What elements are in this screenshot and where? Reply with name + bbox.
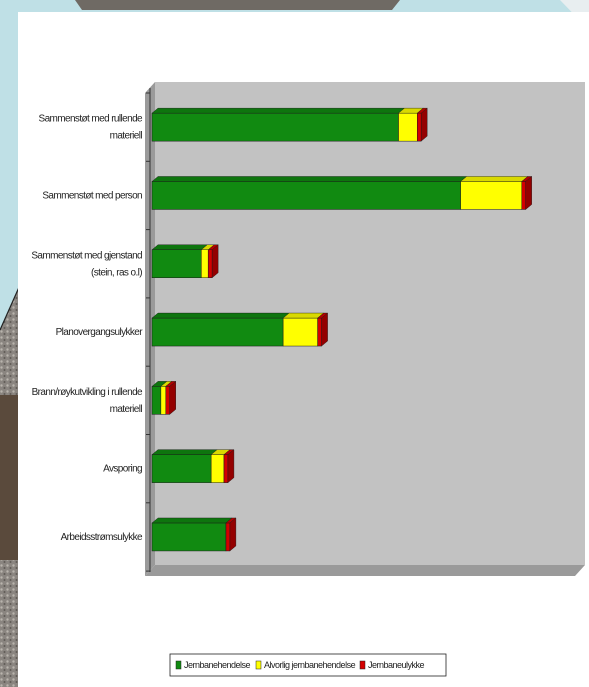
category-label: Sammenstøt med gjenstand (stein, ras o.l)	[31, 250, 142, 278]
bar-segment	[151, 107, 406, 142]
bar-end-face	[420, 107, 428, 142]
legend-swatch	[359, 660, 366, 670]
legend-item: Jernbanehendelse	[175, 660, 251, 670]
bar-end-face	[211, 244, 219, 279]
category-labels: Sammenstøt med rullende materiell Sammenst…	[31, 114, 144, 543]
legend: Jernbanehendelse Alvorlig jernbanehendels…	[169, 653, 447, 677]
category-label: Brann/røykutvikling i rullende materiell	[32, 387, 143, 415]
bar-segment	[151, 244, 208, 278]
bar-segment	[460, 176, 529, 210]
bar-segment	[151, 517, 233, 552]
bar-segment	[282, 312, 325, 347]
bar-end-face	[229, 517, 237, 552]
legend-swatch	[175, 660, 182, 670]
legend-box	[169, 653, 447, 677]
plot-floor	[145, 565, 585, 576]
legend-label: Alvorlig jernbanehendelse	[264, 660, 356, 670]
legend-swatch	[255, 660, 262, 670]
legend-label: Jernbaneulykke	[368, 660, 425, 670]
category-label: Avsporing	[103, 464, 142, 475]
bar-end-face	[227, 449, 235, 484]
bar-segment	[151, 176, 468, 210]
category-label: Planovergangsulykker	[56, 327, 144, 338]
y-axis-ticks	[146, 92, 150, 572]
category-label: Sammenstøt med person	[42, 190, 142, 201]
bar-end-face	[169, 380, 176, 415]
bar-segment	[151, 312, 290, 347]
bars-group	[151, 107, 533, 552]
bar-segment	[521, 176, 533, 210]
bar-segment	[151, 449, 218, 483]
category-label: Arbeidsstrømsulykke	[61, 532, 143, 543]
legend-label: Jernbanehendelse	[184, 660, 251, 670]
legend-item: Jernbaneulykke	[359, 660, 425, 670]
bar-segment	[397, 107, 424, 142]
bar-end-face	[525, 176, 532, 210]
category-label: Sammenstøt med rullende materiell	[39, 114, 144, 142]
legend-item: Alvorlig jernbanehendelse	[255, 660, 356, 670]
bar-end-face	[321, 312, 328, 347]
